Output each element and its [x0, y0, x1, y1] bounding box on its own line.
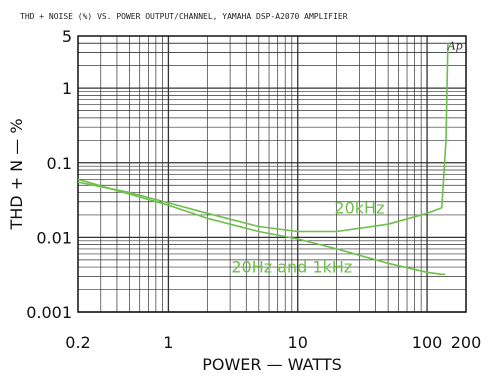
- x-tick-label: 10: [288, 333, 308, 352]
- y-axis-label: THD + N — %: [7, 118, 26, 230]
- y-tick-label: 0.1: [47, 154, 72, 173]
- chart-title: THD + NOISE (%) VS. POWER OUTPUT/CHANNEL…: [20, 12, 348, 21]
- x-axis-label: POWER — WATTS: [202, 355, 342, 374]
- y-tick-label: 0.01: [36, 228, 72, 247]
- series-line-2: [77, 178, 446, 276]
- x-tick-label: 1: [163, 333, 173, 352]
- x-tick-label: 100: [412, 333, 443, 352]
- x-axis-ticks: 0.2 1 10 100 200: [65, 333, 481, 352]
- annotation-label-2: 20Hz and 1kHz: [231, 257, 352, 276]
- series-layer: [77, 43, 449, 276]
- y-tick-label: 0.001: [26, 303, 72, 322]
- annotation-label-1: 20kHz: [334, 198, 384, 217]
- y-axis-ticks: 0.001 0.01 0.1 1 5: [26, 27, 72, 322]
- x-tick-label: 0.2: [65, 333, 90, 352]
- y-tick-label: 5: [62, 27, 72, 46]
- y-tick-label: 1: [62, 79, 72, 98]
- series-line-1: [77, 43, 449, 233]
- plot-frame: [77, 35, 467, 313]
- annotation-label-3: Ap: [447, 39, 463, 52]
- x-tick-label: 200: [451, 333, 482, 352]
- annotation-layer: 20kHz 20Hz and 1kHz Ap: [231, 39, 462, 276]
